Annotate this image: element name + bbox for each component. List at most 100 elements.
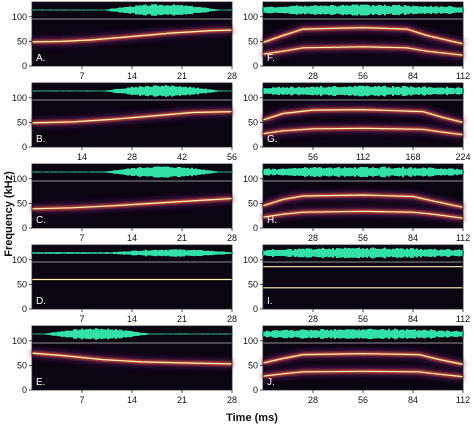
y-tick-label: 50 (248, 36, 258, 46)
panel-a: 0 50 100 7 14 21 28 A. (12, 1, 237, 81)
x-tick-label: 28 (227, 314, 237, 324)
x-tick-label: 56 (358, 233, 368, 243)
waveform (261, 247, 465, 259)
trace-line (31, 29, 233, 43)
y-tick-label: 100 (243, 93, 258, 103)
y-tick-label: 0 (253, 61, 258, 71)
waveform (261, 328, 465, 340)
panel-h: 0 50 100 28 56 84 112 H. (243, 163, 470, 243)
trace-line (262, 210, 464, 219)
x-tick-label: 28 (227, 233, 237, 243)
x-tick-label: 28 (308, 314, 318, 324)
x-tick-label: 14 (127, 395, 137, 405)
y-tick-label: 100 (12, 12, 27, 22)
x-tick-label: 112 (356, 152, 370, 162)
y-tick-label: 50 (17, 279, 27, 289)
x-tick-label: 56 (227, 152, 237, 162)
y-tick-label: 0 (253, 223, 258, 233)
waveform (30, 166, 234, 178)
y-tick-label: 0 (253, 142, 258, 152)
y-tick-label: 50 (17, 117, 27, 127)
y-tick-label: 100 (243, 12, 258, 22)
y-tick-label: 0 (22, 223, 27, 233)
y-tick-label: 0 (253, 304, 258, 314)
x-tick-label: 56 (308, 152, 318, 162)
x-tick-label: 21 (177, 314, 187, 324)
waveform (30, 328, 234, 340)
trace-line (262, 370, 464, 378)
x-tick-label: 28 (227, 395, 237, 405)
x-tick-label: 7 (79, 314, 84, 324)
y-tick-label: 50 (248, 279, 258, 289)
y-tick-label: 100 (12, 93, 27, 103)
x-tick-label: 112 (456, 233, 470, 243)
x-tick-label: 14 (127, 71, 137, 81)
y-tick-label: 0 (22, 385, 27, 395)
x-tick-label: 7 (79, 233, 84, 243)
y-axis-label: Frequency (kHz) (3, 171, 15, 257)
y-tick-label: 100 (12, 174, 27, 184)
panel-label: J. (267, 377, 275, 388)
waveform (30, 85, 234, 97)
trace-line (31, 111, 233, 124)
panel-f: 0 50 100 28 56 84 112 F. (243, 1, 470, 81)
x-tick-label: 56 (358, 71, 368, 81)
panel-b: 0 50 100 14 28 42 56 B. (12, 82, 237, 162)
x-tick-label: 14 (127, 233, 137, 243)
x-tick-label: 168 (405, 152, 420, 162)
x-tick-label: 112 (456, 71, 470, 81)
y-tick-label: 0 (22, 61, 27, 71)
trace-line (262, 352, 464, 365)
x-tick-label: 14 (77, 152, 87, 162)
panel-label: C. (36, 215, 46, 226)
y-tick-label: 50 (248, 198, 258, 208)
x-tick-label: 56 (358, 395, 368, 405)
waveform (30, 4, 234, 16)
panel-label: A. (36, 53, 45, 64)
x-tick-label: 28 (308, 233, 318, 243)
x-tick-label: 21 (177, 233, 187, 243)
panel-label: G. (267, 134, 278, 145)
y-tick-label: 100 (243, 174, 258, 184)
trace-line (262, 26, 464, 45)
y-tick-label: 50 (17, 198, 27, 208)
panel-label: I. (267, 296, 273, 307)
x-tick-label: 112 (456, 314, 470, 324)
trace-line (31, 352, 233, 365)
x-tick-label: 28 (308, 395, 318, 405)
panels: 0 50 100 7 14 21 28 A. 0 50 100 14 28 42 56 B. 0 50 100 7 14… (12, 1, 471, 405)
y-tick-label: 100 (12, 255, 27, 265)
panel-i: 0 50 100 28 56 84 112 I. (243, 244, 470, 324)
y-tick-label: 100 (243, 255, 258, 265)
trace-line (262, 194, 464, 208)
x-tick-label: 112 (456, 395, 470, 405)
x-tick-label: 84 (408, 314, 418, 324)
x-tick-label: 84 (408, 71, 418, 81)
waveform (261, 4, 465, 16)
trace-line (31, 197, 233, 210)
y-tick-label: 50 (248, 360, 258, 370)
y-tick-label: 50 (17, 36, 27, 46)
panel-d: 0 50 100 7 14 21 28 D. (12, 244, 237, 324)
x-tick-label: 28 (127, 152, 137, 162)
x-tick-label: 224 (455, 152, 470, 162)
x-tick-label: 28 (227, 71, 237, 81)
x-tick-label: 7 (79, 395, 84, 405)
trace-line (262, 108, 464, 123)
y-tick-label: 100 (243, 336, 258, 346)
panel-g: 0 50 100 56 112 168 224 G. (243, 82, 471, 162)
y-tick-label: 100 (12, 336, 27, 346)
panel-c: 0 50 100 7 14 21 28 C. (12, 163, 237, 243)
x-axis-label: Time (ms) (226, 412, 278, 424)
x-tick-label: 56 (358, 314, 368, 324)
panel-label: F. (267, 53, 275, 64)
x-tick-label: 14 (127, 314, 137, 324)
y-tick-label: 0 (22, 304, 27, 314)
x-tick-label: 21 (177, 71, 187, 81)
waveform (261, 166, 465, 178)
panel-label: H. (267, 215, 277, 226)
panel-label: E. (36, 377, 45, 388)
trace-line (262, 127, 464, 136)
x-tick-label: 28 (308, 71, 318, 81)
